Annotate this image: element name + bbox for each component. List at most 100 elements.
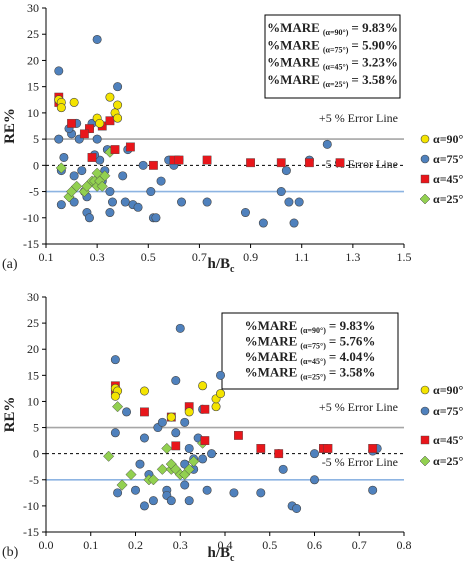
mare-subscript: (α=25°) — [323, 80, 349, 89]
legend-marker — [419, 455, 431, 467]
data-point — [56, 103, 66, 113]
data-point — [110, 145, 120, 154]
data-point — [133, 202, 143, 212]
data-point — [71, 180, 83, 192]
data-point — [140, 407, 149, 417]
y-tick-label: -10 — [23, 499, 39, 513]
data-point — [110, 391, 120, 401]
y-tick-label: 25 — [27, 27, 39, 41]
data-point — [95, 118, 105, 128]
y-tick-label: 30 — [27, 1, 39, 15]
legend-label: α=45° — [433, 172, 464, 186]
legend-label: α=75° — [433, 152, 464, 166]
data-point — [284, 197, 294, 207]
data-point — [198, 454, 208, 464]
mare-subscript: (α=45°) — [323, 63, 349, 72]
mare-box — [264, 14, 401, 99]
x-tick-label: 0.2 — [128, 538, 143, 552]
data-point — [256, 488, 266, 498]
x-axis-label-subscript: c — [230, 264, 235, 275]
mare-subscript: (α=90°) — [300, 326, 326, 335]
mare-subscript: (α=45°) — [300, 357, 326, 366]
x-tick-label: 0.9 — [243, 250, 258, 264]
x-tick-label: 0.5 — [262, 538, 277, 552]
data-point — [289, 218, 299, 228]
x-axis-label: h/Bc — [208, 545, 236, 564]
mare-prefix: %MARE — [267, 37, 320, 52]
data-point — [216, 370, 226, 380]
data-point — [184, 443, 194, 453]
data-point — [131, 485, 141, 495]
data-point — [188, 455, 200, 468]
mare-value: = 4.04% — [329, 349, 375, 364]
data-point — [139, 386, 149, 396]
y-tick-label: -15 — [23, 237, 39, 251]
x-tick-label: 0.7 — [192, 250, 207, 264]
plus-5-error-line-label: +5 % Error Line — [319, 111, 398, 125]
data-point — [113, 82, 123, 92]
data-point — [322, 139, 332, 149]
data-point — [113, 113, 123, 123]
x-axis-label-main: h/B — [208, 256, 231, 272]
data-point — [69, 171, 79, 181]
data-point — [92, 134, 102, 144]
data-point — [55, 162, 67, 174]
mare-prefix: %MARE — [267, 72, 320, 87]
x-tick-label: 1.1 — [294, 250, 309, 264]
series-2 — [110, 381, 378, 459]
mare-value: = 3.23% — [351, 55, 397, 70]
data-point — [85, 124, 94, 134]
data-point — [211, 402, 221, 412]
x-axis-label-subscript: c — [230, 553, 235, 564]
data-point — [105, 116, 115, 126]
series-3 — [103, 401, 209, 491]
data-point — [166, 412, 176, 422]
legend-marker — [420, 435, 430, 445]
data-point — [240, 208, 250, 218]
data-point — [304, 158, 314, 168]
data-point — [276, 187, 286, 197]
mare-value: = 5.76% — [329, 334, 375, 349]
data-point — [146, 187, 156, 197]
x-tick-label: 0.7 — [352, 538, 367, 552]
data-point — [161, 442, 173, 454]
data-point — [116, 479, 128, 491]
x-tick-label: 0.3 — [173, 538, 188, 552]
y-axis-label: RE% — [2, 108, 18, 144]
data-point — [113, 100, 123, 110]
data-point — [258, 218, 268, 228]
mare-box — [221, 312, 399, 390]
data-point — [125, 142, 135, 152]
legend-marker — [420, 134, 430, 144]
data-point — [107, 197, 117, 207]
y-tick-label: 0 — [33, 447, 39, 461]
data-point — [110, 428, 120, 438]
mare-entry: %MARE (α=45°) = 3.23% — [267, 55, 398, 72]
x-tick-label: 0.4 — [218, 538, 233, 552]
data-point — [138, 160, 148, 170]
data-point — [110, 355, 120, 365]
y-tick-label: 20 — [27, 53, 39, 67]
data-point — [122, 407, 132, 417]
data-point — [96, 180, 108, 192]
y-tick-label: 10 — [27, 106, 39, 120]
x-axis-label-main: h/B — [208, 545, 231, 561]
y-tick-label: -10 — [23, 211, 39, 225]
data-point — [148, 496, 158, 506]
x-tick-label: 0.8 — [397, 538, 412, 552]
data-point — [54, 66, 64, 76]
data-point — [171, 376, 181, 386]
data-point — [105, 187, 115, 197]
legend-label: α=90° — [433, 383, 464, 397]
data-point — [198, 381, 208, 391]
data-point — [118, 171, 128, 181]
legend-label: α=45° — [433, 433, 464, 447]
x-tick-label: 0.6 — [307, 538, 322, 552]
minus-5-error-line-label: -5 % Error Line — [322, 157, 398, 171]
data-point — [67, 118, 76, 128]
y-axis-label: RE% — [2, 397, 18, 433]
data-point — [112, 401, 124, 413]
legend-marker — [420, 174, 430, 184]
data-point — [105, 92, 115, 102]
